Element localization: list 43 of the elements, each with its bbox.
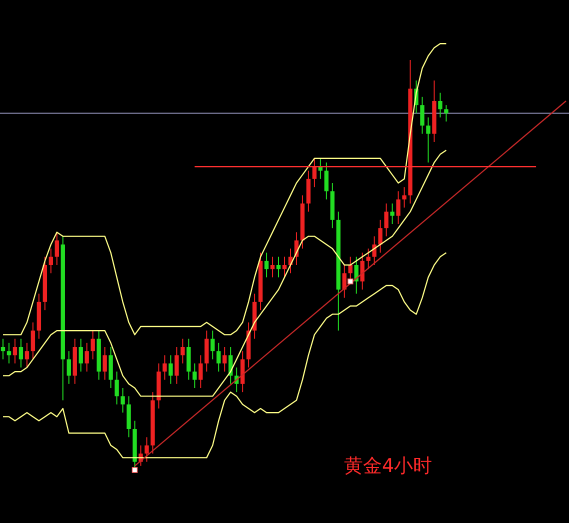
- candlestick: [144, 436, 149, 462]
- candlestick: [30, 322, 36, 360]
- candlestick: [312, 158, 317, 188]
- candlestick: [438, 92, 442, 118]
- candlestick: [282, 256, 287, 278]
- candlestick: [78, 338, 83, 372]
- candlestick: [120, 388, 125, 414]
- candlestick: [216, 342, 221, 372]
- candlestick: [276, 256, 281, 278]
- candlestick: [270, 256, 275, 278]
- candlestick: [48, 248, 54, 274]
- candlestick: [0, 338, 6, 360]
- candlestick: [168, 354, 173, 384]
- candlestick: [222, 346, 227, 372]
- candlestick: [180, 338, 185, 364]
- candlestick: [420, 96, 424, 134]
- candlestick: [114, 371, 119, 405]
- candlestick: [390, 203, 394, 224]
- candlestick: [210, 330, 215, 360]
- candlestick: [198, 354, 203, 388]
- candlestick: [366, 248, 370, 270]
- candlestick: [54, 232, 59, 266]
- candlestick: [66, 350, 71, 384]
- candlestick: [102, 346, 107, 380]
- candlestick: [324, 162, 329, 200]
- candlestick: [264, 252, 269, 278]
- candlestick: [12, 338, 18, 364]
- candlestick: [162, 354, 167, 380]
- candlestick: [396, 190, 400, 224]
- candlestick: [372, 236, 376, 266]
- annotation: 黄金4小时: [344, 455, 432, 477]
- candlestick: [18, 338, 24, 368]
- candlestick: [384, 203, 388, 237]
- candlestick: [174, 346, 179, 384]
- candlestick: [6, 342, 12, 364]
- candlestick: [378, 219, 382, 254]
- candlestick: [402, 186, 406, 208]
- candlestick: [192, 362, 197, 388]
- candlestick: [84, 342, 89, 372]
- candlestick: [444, 104, 448, 122]
- candlestick: [24, 342, 30, 368]
- candlestick: [426, 116, 430, 163]
- candlestick: [90, 330, 95, 360]
